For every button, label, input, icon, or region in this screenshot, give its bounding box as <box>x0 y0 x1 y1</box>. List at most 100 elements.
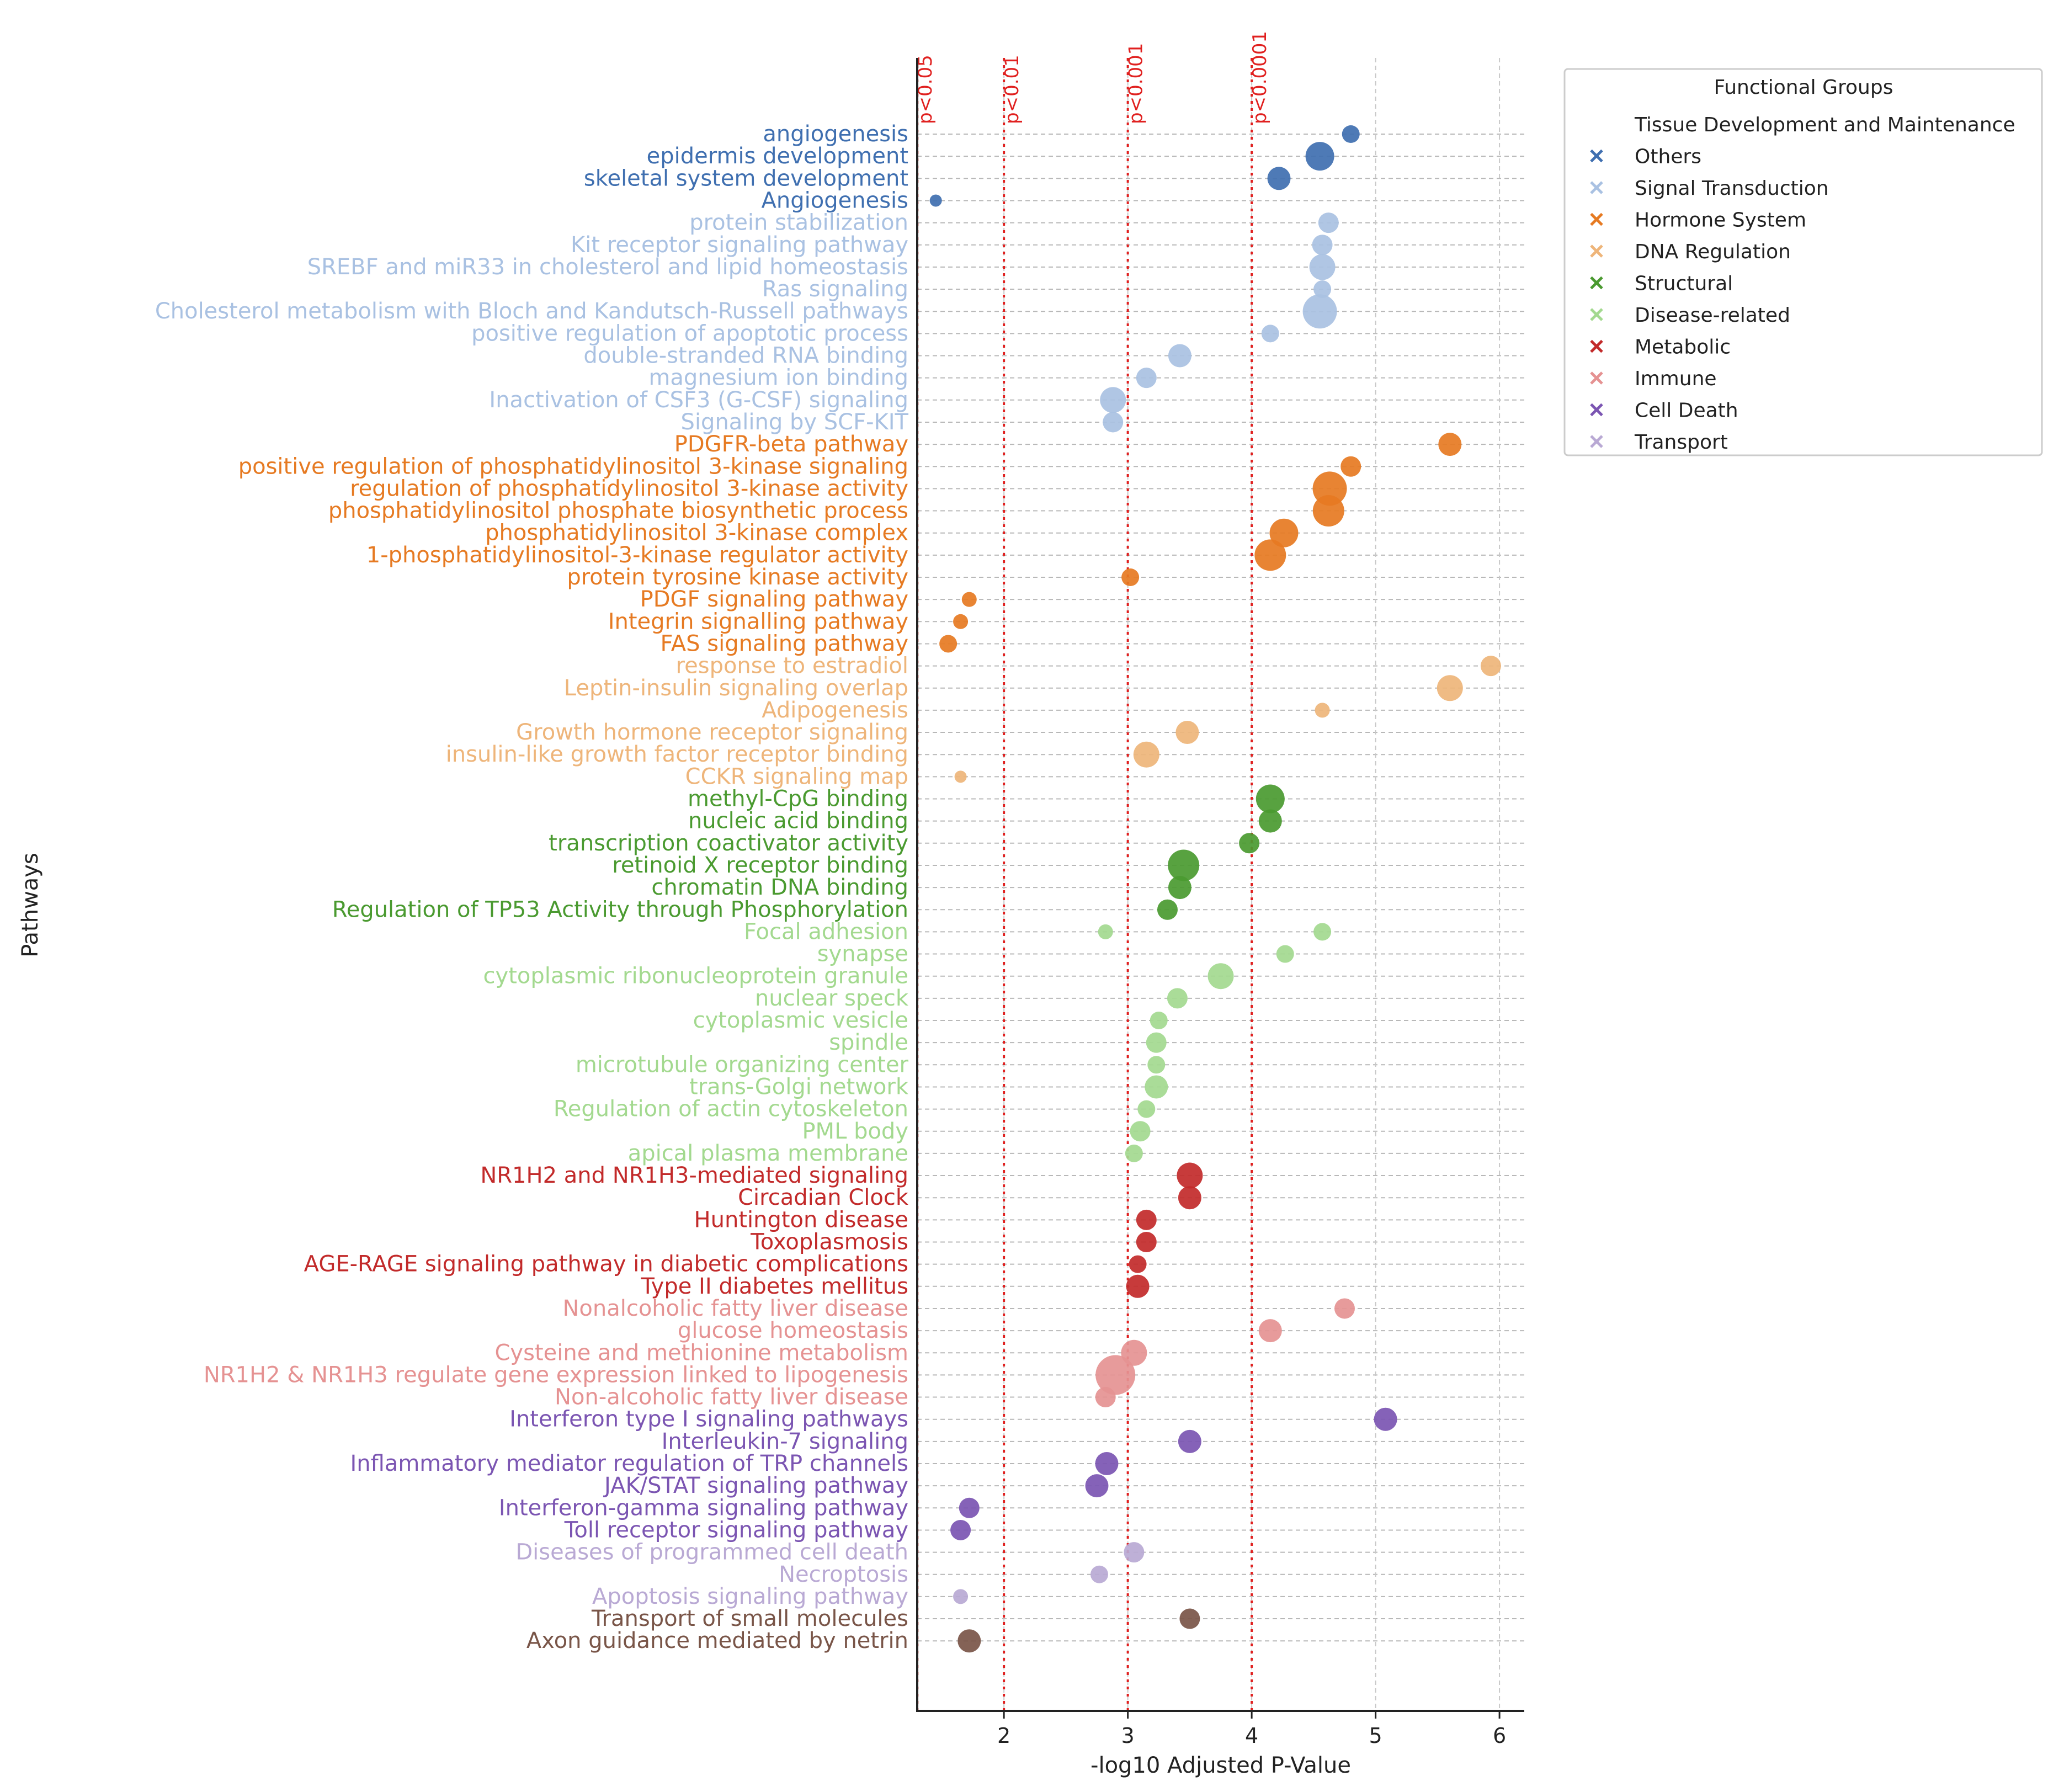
pathway-label: angiogenesis <box>763 121 908 147</box>
legend-entry-label: DNA Regulation <box>1635 241 1791 263</box>
legend-marker <box>1590 403 1603 417</box>
pathway-label: nuclear speck <box>755 986 909 1011</box>
x-tick-label: 2 <box>997 1724 1010 1748</box>
legend-marker <box>1590 371 1603 385</box>
legend-entry-label: Disease-related <box>1635 304 1790 327</box>
data-point <box>1302 294 1337 329</box>
pathway-label: Interferon-gamma signaling pathway <box>499 1495 908 1520</box>
data-point <box>1258 809 1282 833</box>
pathway-label: Ras signaling <box>762 276 908 302</box>
pathway-label: spindle <box>829 1030 908 1055</box>
pathway-label: Nonalcoholic fatty liver disease <box>562 1296 908 1321</box>
pathway-label: phosphatidylinositol phosphate biosynthe… <box>328 498 908 524</box>
data-point <box>1146 1032 1167 1053</box>
data-point <box>1312 495 1344 527</box>
data-point <box>959 1497 980 1518</box>
pathway-label: Cysteine and methionine metabolism <box>495 1340 909 1365</box>
pathway-label: regulation of phosphatidylinositol 3-kin… <box>350 476 908 501</box>
x-tick-label: 5 <box>1369 1724 1382 1748</box>
data-point <box>1318 212 1339 233</box>
grid-layer <box>917 58 1524 1711</box>
pathway-label: Apoptosis signaling pathway <box>592 1584 908 1609</box>
data-point <box>1085 1474 1109 1498</box>
data-point <box>1136 1209 1157 1230</box>
pathway-label: insulin-like growth factor receptor bind… <box>446 742 908 767</box>
data-point <box>1239 833 1260 854</box>
pathway-label: PML body <box>802 1119 908 1144</box>
data-point <box>1168 849 1200 881</box>
pathway-label: Cholesterol metabolism with Bloch and Ka… <box>155 299 908 324</box>
legend-entry-label: Metabolic <box>1635 336 1731 359</box>
pathway-label: microtubule organizing center <box>576 1052 909 1077</box>
legend-marker <box>1590 435 1603 448</box>
pathway-label: SREBF and miR33 in cholesterol and lipid… <box>307 254 908 280</box>
data-point <box>939 635 957 653</box>
pathway-label: protein tyrosine kinase activity <box>567 565 908 590</box>
data-point <box>1150 1012 1168 1029</box>
pathway-label: retinoid X receptor binding <box>612 853 908 878</box>
legend-marker <box>1590 212 1603 226</box>
data-point <box>1437 675 1463 701</box>
x-tick-layer: 2 3 4 5 6 <box>997 1711 1506 1748</box>
data-point <box>929 194 942 207</box>
data-point <box>1254 539 1286 571</box>
pathway-label: phosphatidylinositol 3-kinase complex <box>485 520 908 546</box>
legend-entry-label: Tissue Development and Maintenance <box>1634 114 2015 136</box>
legend-marker <box>1590 149 1603 163</box>
pathway-label: cytoplasmic vesicle <box>693 1008 908 1033</box>
data-point <box>1269 518 1299 547</box>
pathway-label: Huntington disease <box>694 1207 908 1232</box>
data-point <box>1178 1429 1201 1453</box>
data-point <box>1313 280 1332 299</box>
legend-title: Functional Groups <box>1714 76 1893 99</box>
pathway-label: positive regulation of apoptotic process <box>471 321 908 346</box>
data-point <box>1167 988 1188 1009</box>
pathway-label: cytoplasmic ribonucleoprotein granule <box>483 964 908 989</box>
pathway-label: NR1H2 and NR1H3-mediated signaling <box>480 1163 908 1188</box>
data-point <box>1374 1407 1397 1431</box>
pathway-label: Adipogenesis <box>762 698 908 723</box>
legend-entry-label: Immune <box>1635 368 1717 390</box>
pathway-label: apical plasma membrane <box>628 1141 908 1166</box>
data-point <box>1175 721 1199 745</box>
pathway-label: nucleic acid binding <box>688 809 908 834</box>
pathway-label: chromatin DNA binding <box>651 875 908 900</box>
legend-entry-label: Hormone System <box>1635 209 1806 232</box>
data-point <box>1480 656 1501 677</box>
data-point <box>1178 1186 1201 1210</box>
legend-entry-label: Others <box>1635 146 1701 168</box>
data-point <box>1276 945 1294 963</box>
axes-layer <box>916 58 1524 1712</box>
data-point <box>1103 412 1124 433</box>
pathway-label: epidermis development <box>647 143 908 169</box>
x-tick-label: 4 <box>1245 1724 1258 1748</box>
pathway-label: Non-alcoholic fatty liver disease <box>555 1385 908 1410</box>
pathway-label: Integrin signalling pathway <box>608 609 908 634</box>
legend: Functional Groups Tissue Development and… <box>1563 68 2043 456</box>
data-point <box>1179 1608 1200 1629</box>
data-point <box>1256 784 1285 813</box>
pathway-label: synapse <box>817 942 908 967</box>
pathway-label: Axon guidance mediated by netrin <box>526 1628 908 1653</box>
data-point <box>1147 1056 1166 1074</box>
legend-entry-label: Signal Transduction <box>1635 177 1829 200</box>
data-point <box>953 1589 969 1604</box>
pathway-label: Signaling by SCF-KIT <box>681 410 909 435</box>
data-point <box>953 614 969 629</box>
threshold-label: p<0.0001 <box>1249 31 1271 124</box>
pathway-label: Interleukin-7 signaling <box>662 1429 908 1454</box>
pathway-label: Angiogenesis <box>762 188 908 213</box>
legend-frame <box>1563 68 2043 456</box>
pathway-label: transcription coactivator activity <box>549 831 908 856</box>
data-point <box>1126 1274 1150 1298</box>
threshold-layer: p<0.05 p<0.01 p<0.001 p<0.0001 <box>914 31 1271 1711</box>
data-point <box>1312 235 1333 256</box>
data-point <box>1438 433 1462 456</box>
legend-marker <box>1590 308 1603 321</box>
legend-marker <box>1590 339 1603 353</box>
legend-entry-label: Cell Death <box>1635 400 1738 422</box>
pathway-label: JAK/STAT signaling pathway <box>603 1473 908 1498</box>
data-point <box>1090 1565 1108 1583</box>
